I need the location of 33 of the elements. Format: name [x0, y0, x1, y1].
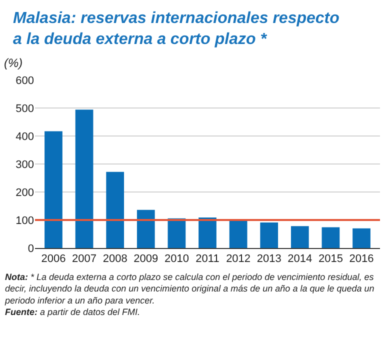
chart-title: Malasia: reservas internacionales respecto a la deuda externa a corto plazo *	[13, 10, 340, 48]
bar	[75, 110, 94, 248]
x-tick-label: 2015	[318, 253, 343, 266]
x-tick-label: 2008	[102, 253, 128, 266]
bar	[260, 222, 278, 248]
x-tick-label: 2014	[288, 253, 312, 266]
x-tick-label: 2016	[349, 253, 374, 266]
x-tick-label: 2009	[134, 253, 158, 266]
x-tick-label: 2010	[164, 253, 189, 266]
x-tick-label: 2011	[196, 253, 220, 266]
bar	[106, 172, 124, 248]
bar	[290, 226, 309, 248]
x-tick-label: 2006	[41, 253, 66, 266]
y-axis-title: (%)	[4, 56, 23, 70]
source-note: Fuente: a partir de datos del FMI.	[5, 307, 140, 318]
bar	[198, 217, 216, 248]
bar	[168, 218, 186, 248]
bar	[322, 227, 340, 248]
x-tick-label: 2007	[72, 253, 97, 266]
y-tick-label: 300	[16, 158, 34, 171]
y-tick-label: 200	[16, 186, 34, 199]
y-tick-label: 500	[16, 102, 34, 115]
x-tick-label: 2012	[226, 253, 251, 266]
bar	[44, 131, 62, 248]
bar	[352, 228, 370, 248]
y-tick-label: 400	[16, 130, 34, 143]
bar	[136, 210, 155, 248]
x-tick-label: 2013	[256, 253, 282, 266]
y-tick-label: 100	[16, 214, 34, 227]
bar	[229, 219, 248, 248]
text: Nota: * La deuda externa a corto plazo se calcula con el periodo de vencimiento residual, es decir, incluyendo la deuda con un vencimiento original a más de un año a la que le queda un periodo inferior a un año para vencer.	[4, 272, 374, 306]
y-tick-label: 600	[16, 74, 34, 87]
y-tick-label: 0	[28, 242, 34, 255]
